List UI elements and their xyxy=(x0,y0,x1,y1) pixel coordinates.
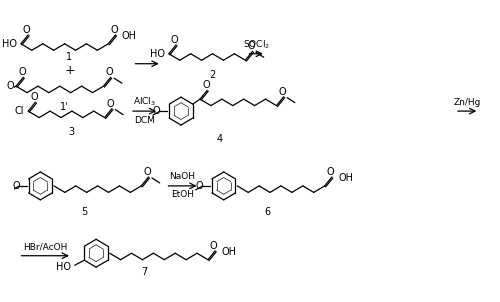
Text: O: O xyxy=(23,25,30,35)
Text: O: O xyxy=(326,167,334,177)
Text: O: O xyxy=(210,241,218,251)
Text: HO: HO xyxy=(150,49,165,59)
Text: OH: OH xyxy=(338,173,353,183)
Text: 7: 7 xyxy=(142,267,148,277)
Text: AlCl$_3$: AlCl$_3$ xyxy=(133,96,156,108)
Text: Cl: Cl xyxy=(15,106,24,116)
Text: O: O xyxy=(110,25,118,35)
Text: 5: 5 xyxy=(81,207,87,217)
Text: O: O xyxy=(196,181,203,191)
Text: O: O xyxy=(30,92,38,102)
Text: O: O xyxy=(106,67,113,77)
Text: O: O xyxy=(12,181,20,191)
Text: OH: OH xyxy=(222,247,236,257)
Text: O: O xyxy=(202,80,209,90)
Text: 2: 2 xyxy=(209,70,215,80)
Text: OH: OH xyxy=(122,31,137,41)
Text: HO: HO xyxy=(2,39,17,49)
Text: 1: 1 xyxy=(66,52,72,62)
Text: 3: 3 xyxy=(68,127,74,137)
Text: HO: HO xyxy=(56,262,71,272)
Text: O: O xyxy=(171,35,178,45)
Text: O: O xyxy=(278,87,286,97)
Text: 4: 4 xyxy=(216,133,223,143)
Text: Zn/Hg: Zn/Hg xyxy=(454,98,481,107)
Text: 1': 1' xyxy=(60,102,69,112)
Text: +: + xyxy=(64,64,75,77)
Text: 6: 6 xyxy=(264,207,270,217)
Text: SOCl$_2$: SOCl$_2$ xyxy=(242,39,270,51)
Text: O: O xyxy=(144,167,151,177)
Text: O: O xyxy=(248,41,255,51)
Text: EtOH: EtOH xyxy=(171,190,194,199)
Text: O: O xyxy=(6,81,14,91)
Text: O: O xyxy=(153,106,160,116)
Text: O: O xyxy=(18,67,26,77)
Text: NaOH: NaOH xyxy=(170,172,196,182)
Text: HBr/AcOH: HBr/AcOH xyxy=(23,243,68,252)
Text: O: O xyxy=(106,99,114,109)
Text: DCM: DCM xyxy=(134,116,155,125)
